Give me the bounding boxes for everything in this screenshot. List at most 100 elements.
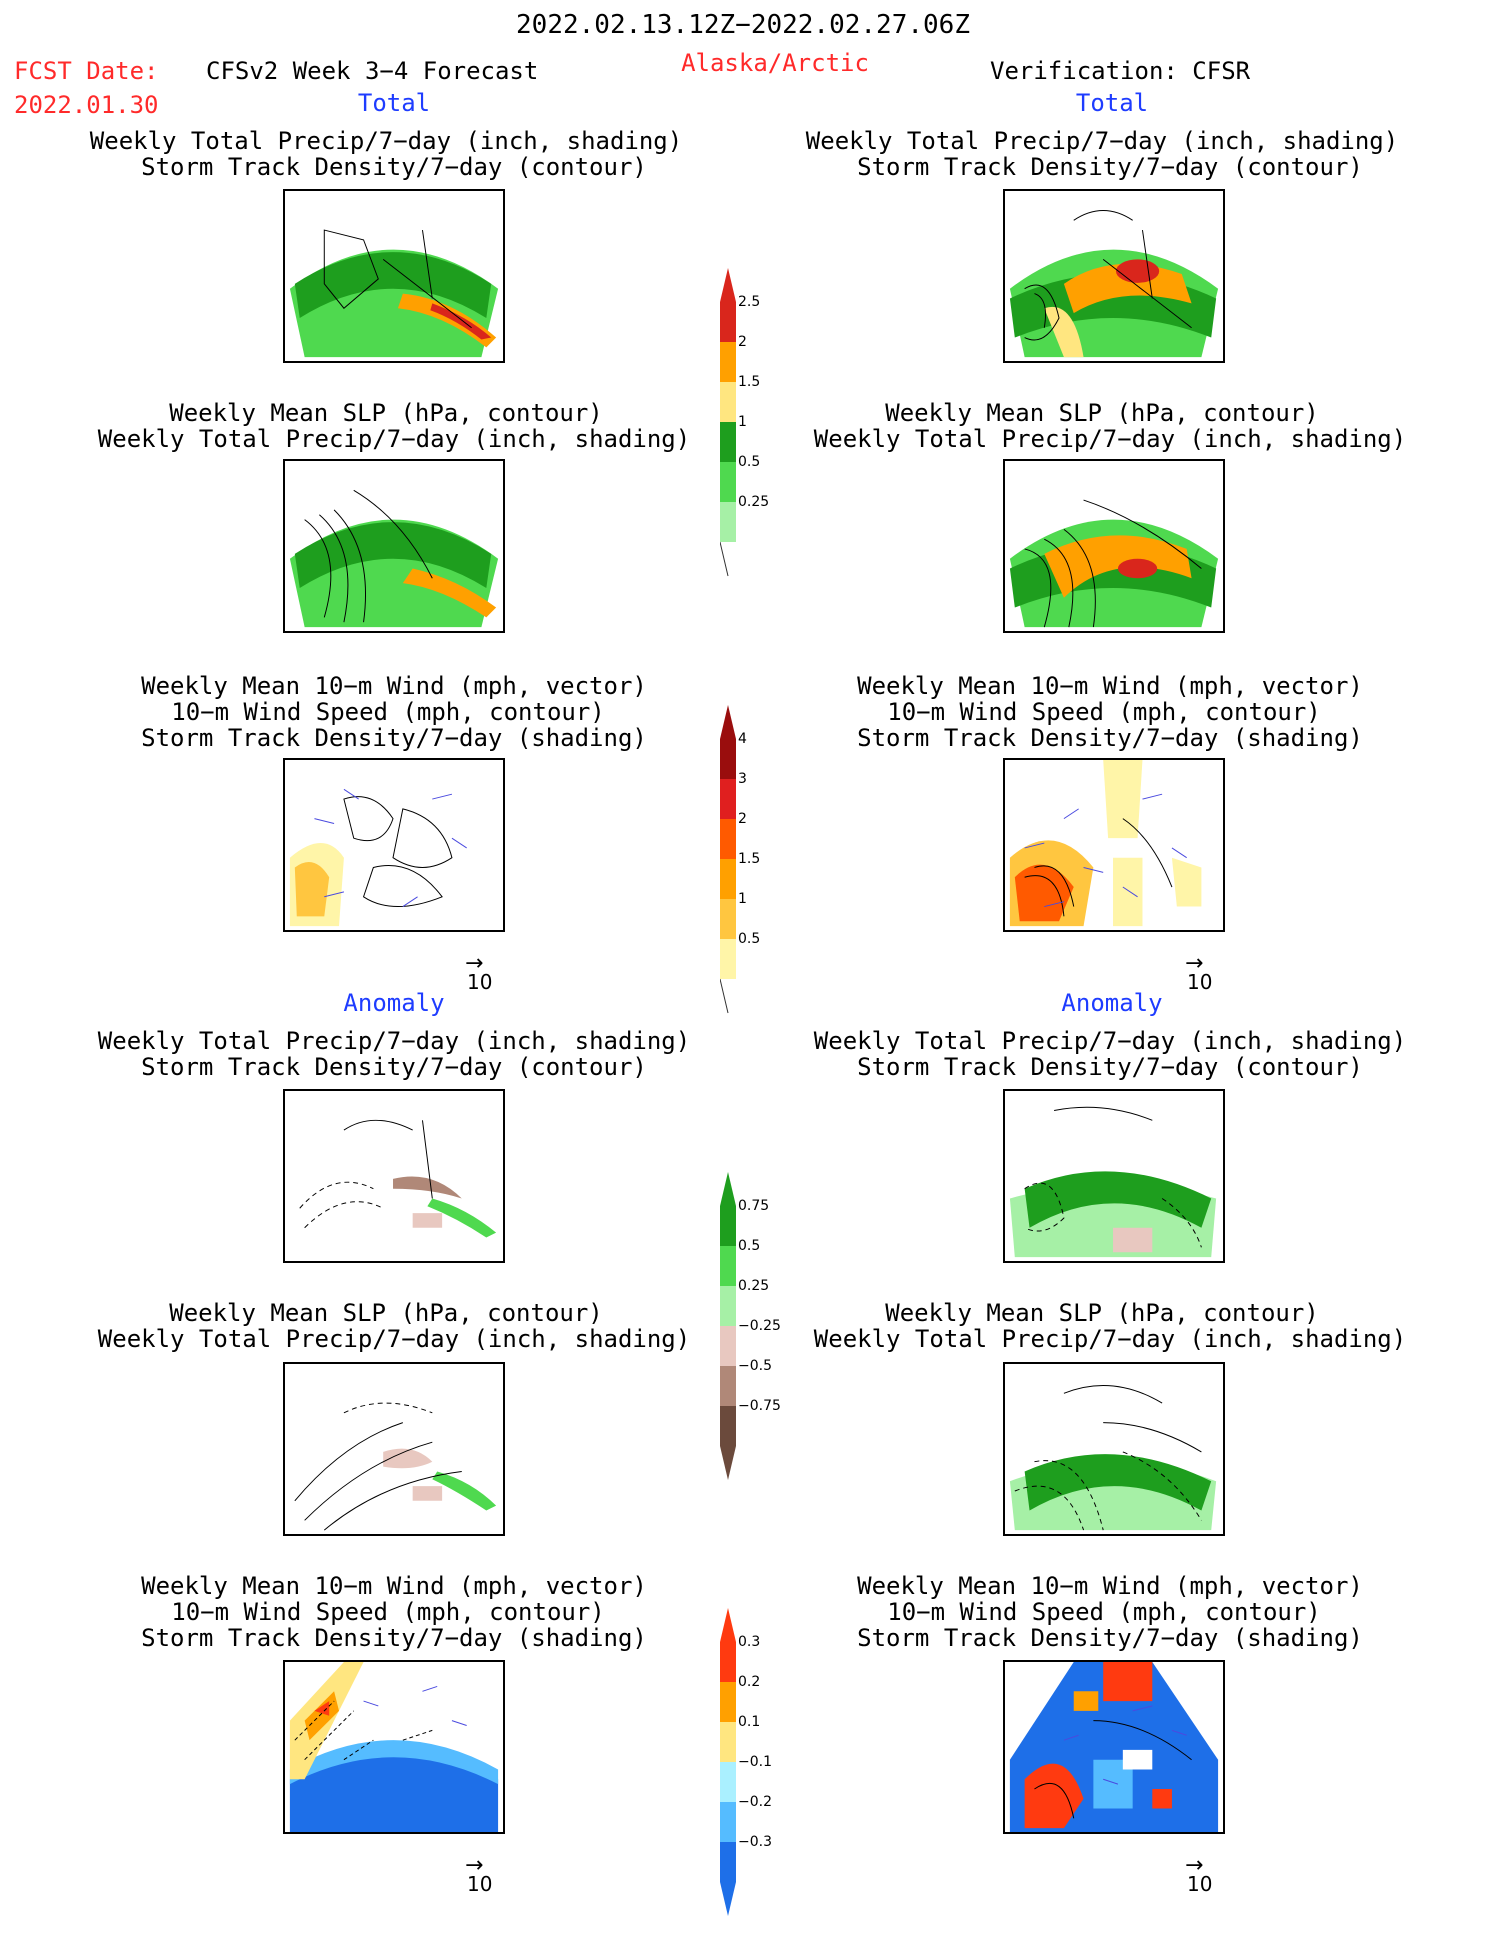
colorbar-swatch — [720, 382, 736, 422]
section-total-right: Total — [1075, 89, 1149, 117]
colorbar-bottom-tail — [720, 978, 729, 1014]
colorbar-bottom-tail — [720, 541, 729, 577]
map-anom-wind-forecast — [283, 1660, 505, 1834]
map-total-slp-verification — [1003, 459, 1225, 633]
title-l1-a: Weekly Total Precip/7−day (inch, shading… — [89, 127, 683, 155]
section-anomaly-right: Anomaly — [1061, 989, 1163, 1017]
colorbar-tick-label: 0.75 — [738, 1198, 770, 1214]
colorbar-swatch — [720, 819, 736, 859]
colorbar-tick-label: 0.1 — [738, 1714, 761, 1730]
colorbar-precip-total: 2.5 2 1.5 1 0.5 0.25 — [720, 268, 810, 577]
colorbar-track-total: 4 3 2 1.5 1 0.5 — [720, 705, 810, 1014]
colorbar-tick-label: 3 — [738, 771, 747, 787]
map-total-precip-verification — [1003, 189, 1225, 363]
colorbar-bottom-cap — [720, 1882, 736, 1916]
colorbar-top-cap — [720, 705, 736, 739]
title-r2-a: Weekly Mean SLP (hPa, contour) — [885, 399, 1319, 427]
title-r5-a: Weekly Mean SLP (hPa, contour) — [885, 1299, 1319, 1327]
map-total-wind-verification — [1003, 758, 1225, 932]
region-title: Alaska/Arctic — [681, 49, 869, 77]
colorbar-tick-label: −0.25 — [738, 1318, 781, 1334]
colorbar-swatch — [720, 1246, 736, 1286]
title-r6-b: 10−m Wind Speed (mph, contour) — [887, 1598, 1321, 1626]
colorbar-tick-label: 1.5 — [738, 851, 761, 867]
section-total-left: Total — [357, 89, 431, 117]
colorbar-swatch — [720, 859, 736, 899]
right-arrow-icon: → — [465, 1853, 484, 1878]
date-range-title: 2022.02.13.12Z−2022.02.27.06Z — [516, 10, 970, 40]
colorbar-swatch — [720, 422, 736, 462]
title-l5-a: Weekly Mean SLP (hPa, contour) — [169, 1299, 603, 1327]
map-total-precip-forecast — [283, 189, 505, 363]
title-l3-c: Storm Track Density/7−day (shading) — [141, 724, 647, 752]
colorbar-precip-anom: 0.75 0.5 0.25 −0.25 −0.5 −0.75 — [720, 1172, 820, 1480]
colorbar-swatch — [720, 302, 736, 342]
title-r1-a: Weekly Total Precip/7−day (inch, shading… — [805, 127, 1399, 155]
right-arrow-icon: → — [1185, 951, 1204, 976]
colorbar-tick-label: 0.5 — [738, 931, 761, 947]
title-r6-a: Weekly Mean 10−m Wind (mph, vector) — [857, 1572, 1363, 1600]
title-r3-b: 10−m Wind Speed (mph, contour) — [887, 698, 1321, 726]
colorbar-tick-label: −0.3 — [738, 1834, 772, 1850]
title-r2-b: Weekly Total Precip/7−day (inch, shading… — [813, 425, 1407, 453]
colorbar-tick-label: 0.5 — [738, 1238, 761, 1254]
title-r4-a: Weekly Total Precip/7−day (inch, shading… — [813, 1027, 1407, 1055]
colorbar-tick-label: 2.5 — [738, 294, 761, 310]
colorbar-tick-label: 1 — [738, 891, 747, 907]
model-title: CFSv2 Week 3−4 Forecast — [206, 57, 539, 85]
title-r4-b: Storm Track Density/7−day (contour) — [857, 1053, 1363, 1081]
title-r6-c: Storm Track Density/7−day (shading) — [857, 1624, 1363, 1652]
colorbar-tick-label: 0.25 — [738, 1278, 770, 1294]
colorbar-swatch — [720, 939, 736, 979]
title-l2-b: Weekly Total Precip/7−day (inch, shading… — [97, 425, 691, 453]
colorbar-bottom-cap — [720, 1446, 736, 1480]
colorbar-tick-label: 0.3 — [738, 1634, 761, 1650]
colorbar-swatch — [720, 739, 736, 779]
colorbar-swatch — [720, 1406, 736, 1446]
map-anom-precip-verification — [1003, 1089, 1225, 1263]
colorbar-swatch — [720, 1842, 736, 1882]
right-arrow-icon: → — [465, 951, 484, 976]
title-l6-a: Weekly Mean 10−m Wind (mph, vector) — [141, 1572, 647, 1600]
colorbar-swatch — [720, 1286, 736, 1326]
title-l2-a: Weekly Mean SLP (hPa, contour) — [169, 399, 603, 427]
title-l4-b: Storm Track Density/7−day (contour) — [141, 1053, 647, 1081]
title-r3-c: Storm Track Density/7−day (shading) — [857, 724, 1363, 752]
colorbar-swatch — [720, 1802, 736, 1842]
colorbar-swatch — [720, 1642, 736, 1682]
colorbar-swatches — [720, 1608, 736, 1916]
title-l3-b: 10−m Wind Speed (mph, contour) — [171, 698, 605, 726]
colorbar-swatches — [720, 705, 736, 1014]
colorbar-swatch — [720, 1326, 736, 1366]
colorbar-swatch — [720, 1366, 736, 1406]
colorbar-swatches — [720, 268, 736, 577]
colorbar-swatch — [720, 779, 736, 819]
colorbar-tick-label: 4 — [738, 731, 747, 747]
colorbar-top-cap — [720, 268, 736, 302]
colorbar-tick-label: −0.1 — [738, 1754, 772, 1770]
title-l1-b: Storm Track Density/7−day (contour) — [141, 153, 647, 181]
colorbar-swatch — [720, 342, 736, 382]
title-r1-b: Storm Track Density/7−day (contour) — [857, 153, 1363, 181]
colorbar-tick-label: 1 — [738, 414, 747, 430]
title-l6-c: Storm Track Density/7−day (shading) — [141, 1624, 647, 1652]
colorbar-swatches — [720, 1172, 736, 1480]
colorbar-swatch — [720, 1722, 736, 1762]
fcst-date-label: FCST Date: — [14, 57, 159, 85]
verification-title: Verification: CFSR — [990, 57, 1251, 85]
colorbar-tick-label: −0.5 — [738, 1358, 772, 1374]
colorbar-swatch — [720, 462, 736, 502]
colorbar-tick-label: 2 — [738, 334, 747, 350]
title-r3-a: Weekly Mean 10−m Wind (mph, vector) — [857, 672, 1363, 700]
colorbar-tick-label: −0.2 — [738, 1794, 772, 1810]
fcst-date-value: 2022.01.30 — [14, 91, 159, 119]
colorbar-top-cap — [720, 1608, 736, 1642]
colorbar-tick-label: 1.5 — [738, 374, 761, 390]
colorbar-track-anom: 0.3 0.2 0.1 −0.1 −0.2 −0.3 — [720, 1608, 820, 1916]
colorbar-tick-label: −0.75 — [738, 1398, 781, 1414]
title-l6-b: 10−m Wind Speed (mph, contour) — [171, 1598, 605, 1626]
colorbar-swatch — [720, 1206, 736, 1246]
colorbar-swatch — [720, 899, 736, 939]
right-arrow-icon: → — [1185, 1853, 1204, 1878]
